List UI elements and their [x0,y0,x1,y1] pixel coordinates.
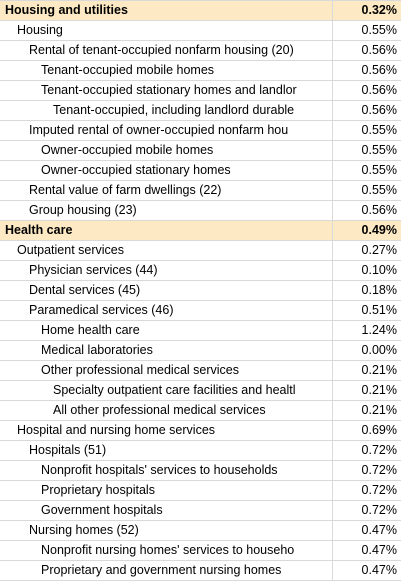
row-label[interactable]: Health care [0,221,333,240]
row-value[interactable]: 0.49% [361,223,397,237]
row-label[interactable]: Nonprofit hospitals' services to househo… [0,461,333,480]
table-row[interactable]: Nursing homes (52) 0.47% [0,521,401,541]
table-row[interactable]: Dental services (45) 0.18% [0,281,401,301]
table-row[interactable]: Tenant-occupied stationary homes and lan… [0,81,401,101]
row-value[interactable]: 0.69% [361,423,397,437]
table-row[interactable]: Hospitals (51) 0.72% [0,441,401,461]
row-value[interactable]: 0.55% [361,143,397,157]
table-row[interactable]: Outpatient services 0.27% [0,241,401,261]
row-value[interactable]: 0.72% [361,443,397,457]
table-row[interactable]: Rental value of farm dwellings (22) 0.55… [0,181,401,201]
row-label[interactable]: Nonprofit nursing homes' services to hou… [0,541,333,560]
row-label[interactable]: Proprietary and government nursing homes [0,561,333,580]
row-value[interactable]: 0.18% [361,283,397,297]
row-label[interactable]: Housing and utilities [0,1,333,20]
table-row[interactable]: Imputed rental of owner-occupied nonfarm… [0,121,401,141]
row-label[interactable]: Imputed rental of owner-occupied nonfarm… [0,121,333,140]
row-value[interactable]: 0.21% [361,403,397,417]
row-label[interactable]: Medical laboratories [0,341,333,360]
row-value[interactable]: 0.21% [361,383,397,397]
table-row[interactable]: Proprietary hospitals 0.72% [0,481,401,501]
row-label[interactable]: All other professional medical services [0,401,333,420]
row-value[interactable]: 0.47% [361,543,397,557]
table-row[interactable]: Rental of tenant-occupied nonfarm housin… [0,41,401,61]
table-row[interactable]: Paramedical services (46) 0.51% [0,301,401,321]
row-label[interactable]: Hospital and nursing home services [0,421,333,440]
row-value[interactable]: 0.47% [361,563,397,577]
table-row[interactable]: Owner-occupied mobile homes 0.55% [0,141,401,161]
row-label[interactable]: Owner-occupied stationary homes [0,161,333,180]
row-label[interactable]: Dental services (45) [0,281,333,300]
row-label[interactable]: Housing [0,21,333,40]
table-row[interactable]: Housing 0.55% [0,21,401,41]
row-value[interactable]: 0.55% [361,163,397,177]
row-label[interactable]: Tenant-occupied mobile homes [0,61,333,80]
table-row[interactable]: Nonprofit hospitals' services to househo… [0,461,401,481]
row-label[interactable]: Home health care [0,321,333,340]
table-row[interactable]: Hospital and nursing home services 0.69% [0,421,401,441]
row-value[interactable]: 0.47% [361,523,397,537]
row-label[interactable]: Government hospitals [0,501,333,520]
row-label[interactable]: Tenant-occupied stationary homes and lan… [0,81,333,100]
row-label[interactable]: Owner-occupied mobile homes [0,141,333,160]
table-row[interactable]: Owner-occupied stationary homes 0.55% [0,161,401,181]
table-row[interactable]: Group housing (23) 0.56% [0,201,401,221]
row-value[interactable]: 0.55% [361,23,397,37]
table-row[interactable]: Physician services (44) 0.10% [0,261,401,281]
row-label[interactable]: Other professional medical services [0,361,333,380]
row-value[interactable]: 0.56% [361,83,397,97]
row-value[interactable]: 0.56% [361,203,397,217]
row-value[interactable]: 0.27% [361,243,397,257]
row-value[interactable]: 0.55% [361,123,397,137]
table-row-housing-and-utilities[interactable]: Housing and utilities 0.32% [0,1,401,21]
row-value[interactable]: 0.56% [361,43,397,57]
table-row[interactable]: Proprietary and government nursing homes… [0,561,401,581]
table-row[interactable]: Home health care 1.24% [0,321,401,341]
table-row[interactable]: Medical laboratories 0.00% [0,341,401,361]
row-label[interactable]: Tenant-occupied, including landlord dura… [0,101,333,120]
row-value[interactable]: 0.21% [361,363,397,377]
row-label[interactable]: Group housing (23) [0,201,333,220]
row-value[interactable]: 0.51% [361,303,397,317]
row-value[interactable]: 0.55% [361,183,397,197]
table-row-health-care[interactable]: Health care 0.49% [0,221,401,241]
table-row[interactable]: Tenant-occupied mobile homes 0.56% [0,61,401,81]
row-label[interactable]: Specialty outpatient care facilities and… [0,381,333,400]
row-label[interactable]: Rental value of farm dwellings (22) [0,181,333,200]
row-value[interactable]: 0.56% [361,103,397,117]
row-value[interactable]: 0.72% [361,483,397,497]
row-label[interactable]: Rental of tenant-occupied nonfarm housin… [0,41,333,60]
row-label[interactable]: Physician services (44) [0,261,333,280]
row-label[interactable]: Nursing homes (52) [0,521,333,540]
table-row[interactable]: Other professional medical services 0.21… [0,361,401,381]
table-row[interactable]: Government hospitals 0.72% [0,501,401,521]
row-label[interactable]: Paramedical services (46) [0,301,333,320]
row-value[interactable]: 0.56% [361,63,397,77]
table-row[interactable]: Nonprofit nursing homes' services to hou… [0,541,401,561]
row-label[interactable]: Proprietary hospitals [0,481,333,500]
table-row[interactable]: Specialty outpatient care facilities and… [0,381,401,401]
row-label[interactable]: Outpatient services [0,241,333,260]
row-label[interactable]: Hospitals (51) [0,441,333,460]
row-value[interactable]: 0.32% [361,3,397,17]
table-row[interactable]: All other professional medical services … [0,401,401,421]
row-value[interactable]: 0.10% [361,263,397,277]
row-value[interactable]: 0.72% [361,463,397,477]
row-value[interactable]: 0.72% [361,503,397,517]
row-value[interactable]: 0.00% [361,343,397,357]
table-row[interactable]: Tenant-occupied, including landlord dura… [0,101,401,121]
row-value[interactable]: 1.24% [361,323,397,337]
